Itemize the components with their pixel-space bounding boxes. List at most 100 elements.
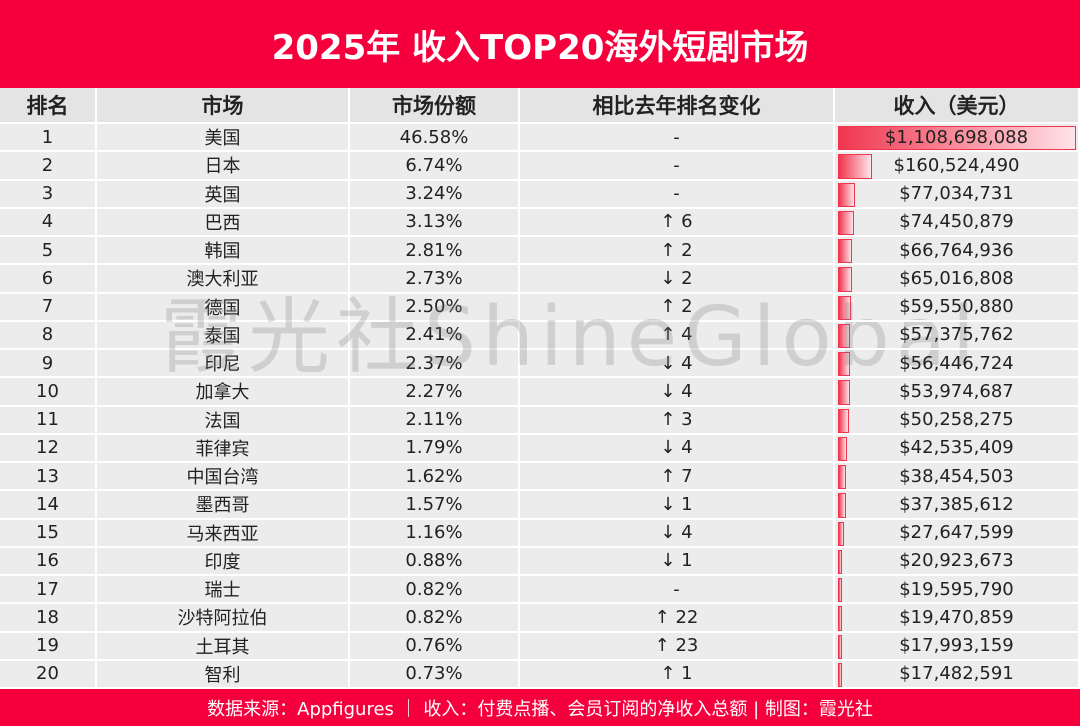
revenue-bar xyxy=(838,521,844,546)
cell: ↑ 2 xyxy=(520,293,835,322)
cell: 瑞士 xyxy=(97,576,350,605)
cell: 中国台湾 xyxy=(97,463,350,492)
revenue-bar xyxy=(838,408,849,433)
cell: ↑ 3 xyxy=(520,406,835,435)
cell: $77,034,731 xyxy=(835,180,1080,209)
cell: 11 xyxy=(0,406,97,435)
cell: $50,258,275 xyxy=(835,406,1080,435)
cell: 印度 xyxy=(97,547,350,576)
cell: ↑ 6 xyxy=(520,208,835,237)
revenue-bar xyxy=(838,352,851,377)
cell: 1.79% xyxy=(350,434,520,463)
cell: $27,647,599 xyxy=(835,519,1080,548)
revenue-bar xyxy=(838,267,852,292)
cell: 沙特阿拉伯 xyxy=(97,604,350,633)
revenue-bar xyxy=(838,239,853,264)
cell: ↓ 4 xyxy=(520,350,835,379)
cell: ↑ 22 xyxy=(520,604,835,633)
cell: 14 xyxy=(0,491,97,520)
cell: 20 xyxy=(0,660,97,689)
revenue-bar xyxy=(838,323,851,348)
cell: 韩国 xyxy=(97,237,350,266)
cell: 泰国 xyxy=(97,321,350,350)
revenue-bar xyxy=(838,606,843,631)
cell: 加拿大 xyxy=(97,378,350,407)
cell: 菲律宾 xyxy=(97,434,350,463)
cell: ↑ 1 xyxy=(520,660,835,689)
revenue-bar xyxy=(838,210,854,235)
cell: ↑ 23 xyxy=(520,632,835,661)
cell: 12 xyxy=(0,434,97,463)
cell: 3 xyxy=(0,180,97,209)
cell: 智利 xyxy=(97,660,350,689)
cell: $37,385,612 xyxy=(835,491,1080,520)
cell: 2.73% xyxy=(350,265,520,294)
cell: $53,974,687 xyxy=(835,378,1080,407)
revenue-bar xyxy=(838,493,847,518)
cell: $19,595,790 xyxy=(835,576,1080,605)
cell: $38,454,503 xyxy=(835,463,1080,492)
cell: 澳大利亚 xyxy=(97,265,350,294)
cell: 2.11% xyxy=(350,406,520,435)
cell: 17 xyxy=(0,576,97,605)
cell: 13 xyxy=(0,463,97,492)
cell: - xyxy=(520,124,835,153)
cell: 18 xyxy=(0,604,97,633)
cell: $65,016,808 xyxy=(835,265,1080,294)
cell: 46.58% xyxy=(350,124,520,153)
cell: 5 xyxy=(0,237,97,266)
cell: 0.82% xyxy=(350,576,520,605)
revenue-bar xyxy=(838,578,843,603)
cell: 0.82% xyxy=(350,604,520,633)
cell: ↑ 2 xyxy=(520,237,835,266)
revenue-bar xyxy=(838,380,850,405)
cell: 1 xyxy=(0,124,97,153)
cell: $20,923,673 xyxy=(835,547,1080,576)
cell: $56,446,724 xyxy=(835,350,1080,379)
cell: 19 xyxy=(0,632,97,661)
cell: 2.81% xyxy=(350,237,520,266)
title: 2025年 收入TOP20海外短剧市场 xyxy=(0,0,1080,88)
cell: ↓ 1 xyxy=(520,547,835,576)
cell: 4 xyxy=(0,208,97,237)
cell: 15 xyxy=(0,519,97,548)
cell: 3.24% xyxy=(350,180,520,209)
column-header: 收入（美元） xyxy=(835,88,1080,124)
cell: ↑ 4 xyxy=(520,321,835,350)
footer: 数据来源：Appfigures ｜ 收入：付费点播、会员订阅的净收入总额 | 制… xyxy=(0,689,1080,726)
cell: - xyxy=(520,180,835,209)
cell: 巴西 xyxy=(97,208,350,237)
cell: ↓ 2 xyxy=(520,265,835,294)
cell: 10 xyxy=(0,378,97,407)
cell: $1,108,698,088 xyxy=(835,124,1080,153)
revenue-bar xyxy=(838,182,855,207)
cell: 土耳其 xyxy=(97,632,350,661)
cell: 印尼 xyxy=(97,350,350,379)
cell: 0.73% xyxy=(350,660,520,689)
cell: 马来西亚 xyxy=(97,519,350,548)
cell: 0.88% xyxy=(350,547,520,576)
revenue-bar xyxy=(838,549,843,574)
cell: 2 xyxy=(0,152,97,181)
column-header: 市场 xyxy=(97,88,350,124)
cell: ↓ 1 xyxy=(520,491,835,520)
cell: 1.16% xyxy=(350,519,520,548)
cell: - xyxy=(520,152,835,181)
cell: 法国 xyxy=(97,406,350,435)
cell: ↓ 4 xyxy=(520,378,835,407)
cell: 德国 xyxy=(97,293,350,322)
revenue-bar xyxy=(838,126,1076,151)
revenue-bar xyxy=(838,465,847,490)
cell: 9 xyxy=(0,350,97,379)
cell: 2.41% xyxy=(350,321,520,350)
cell: 8 xyxy=(0,321,97,350)
cell: 0.76% xyxy=(350,632,520,661)
cell: 美国 xyxy=(97,124,350,153)
cell: $19,470,859 xyxy=(835,604,1080,633)
revenue-bar xyxy=(838,295,851,320)
cell: - xyxy=(520,576,835,605)
column-header: 相比去年排名变化 xyxy=(520,88,835,124)
revenue-bar xyxy=(838,634,842,659)
cell: 1.57% xyxy=(350,491,520,520)
